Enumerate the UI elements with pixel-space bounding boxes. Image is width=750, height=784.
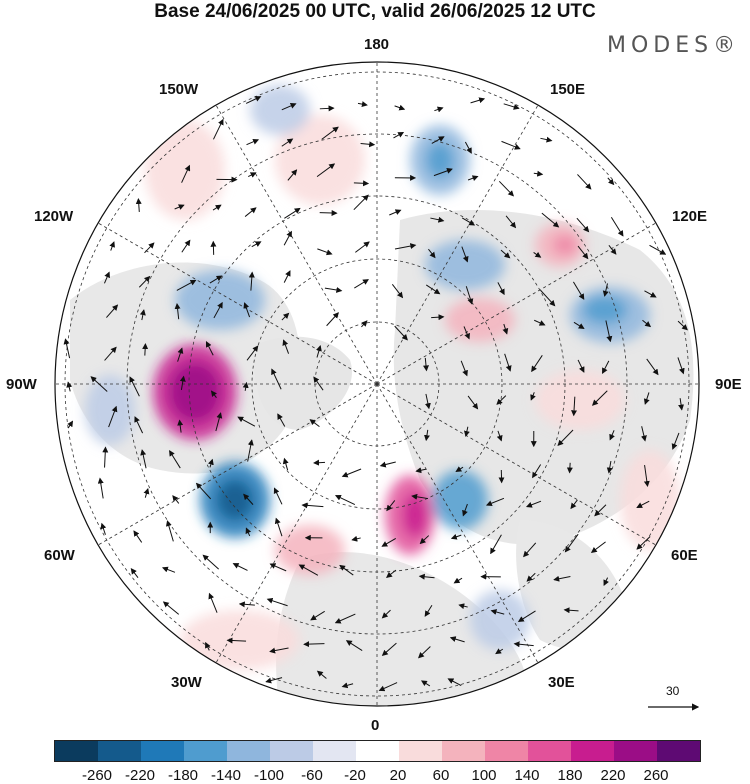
lon-label-120w: 120W bbox=[34, 209, 73, 225]
colorbar-swatch bbox=[657, 741, 700, 761]
wind-vector bbox=[304, 644, 324, 645]
colorbar-swatch bbox=[313, 741, 356, 761]
colorbar-swatch bbox=[55, 741, 98, 761]
wind-vector bbox=[354, 183, 368, 184]
colorbar-swatch bbox=[399, 741, 442, 761]
reference-vector-label: 30 bbox=[666, 684, 679, 698]
wind-vector bbox=[314, 462, 325, 463]
lon-label-60w: 60W bbox=[44, 548, 75, 564]
colorbar-tick-label: -60 bbox=[301, 767, 323, 784]
lon-label-60e: 60E bbox=[671, 548, 698, 564]
colorbar-swatch bbox=[98, 741, 141, 761]
colorbar-tick-label: 20 bbox=[390, 767, 407, 784]
anomaly-patch bbox=[169, 362, 221, 422]
colorbar-swatch bbox=[184, 741, 227, 761]
colorbar-swatch bbox=[571, 741, 614, 761]
anomaly-patch bbox=[250, 85, 310, 135]
lon-label-180: 180 bbox=[364, 37, 389, 53]
anomaly-patch bbox=[583, 296, 627, 324]
colorbar-tick-label: 140 bbox=[514, 767, 539, 784]
colorbar-swatch bbox=[614, 741, 657, 761]
anomaly-patch bbox=[432, 470, 488, 530]
colorbar-swatch bbox=[270, 741, 313, 761]
anomaly-patch bbox=[403, 493, 427, 537]
colorbar-tick-label: 60 bbox=[433, 767, 450, 784]
lon-label-150w: 150W bbox=[159, 82, 198, 98]
colorbar-tick-label: -180 bbox=[168, 767, 198, 784]
colorbar-tick-label: 100 bbox=[471, 767, 496, 784]
colorbar-swatch bbox=[485, 741, 528, 761]
colorbar-tick-label: -220 bbox=[125, 767, 155, 784]
lon-label-30e: 30E bbox=[548, 675, 575, 691]
anomaly-patch bbox=[445, 298, 515, 342]
anomaly-patch bbox=[85, 375, 135, 445]
colorbar-tick-label: -140 bbox=[211, 767, 241, 784]
colorbar-tick-label: -260 bbox=[82, 767, 112, 784]
lon-label-30w: 30W bbox=[171, 675, 202, 691]
anomaly-patch bbox=[426, 142, 454, 178]
anomaly-patch bbox=[145, 120, 225, 220]
anomaly-patch bbox=[553, 235, 577, 255]
anomaly-patch bbox=[217, 480, 253, 520]
colorbar-tick-label: 180 bbox=[557, 767, 582, 784]
colorbar-tick-label: -20 bbox=[344, 767, 366, 784]
lon-label-90e: 90E bbox=[715, 377, 742, 393]
lon-label-120e: 120E bbox=[672, 209, 707, 225]
wind-vector bbox=[145, 344, 146, 356]
colorbar-swatch bbox=[141, 741, 184, 761]
colorbar-swatch bbox=[356, 741, 399, 761]
lon-label-150e: 150E bbox=[550, 82, 585, 98]
anomaly-patch bbox=[535, 370, 625, 430]
colorbar-tick-label: 260 bbox=[643, 767, 668, 784]
colorbar-tick-label: -100 bbox=[254, 767, 284, 784]
lon-label-0: 0 bbox=[371, 718, 379, 734]
wind-vector bbox=[570, 463, 571, 473]
colorbar-swatch bbox=[227, 741, 270, 761]
colorbar-tick-label: 220 bbox=[600, 767, 625, 784]
lon-label-90w: 90W bbox=[6, 377, 37, 393]
anomaly-patch bbox=[425, 240, 505, 290]
colorbar bbox=[54, 740, 701, 762]
colorbar-swatch bbox=[528, 741, 571, 761]
colorbar-swatch bbox=[442, 741, 485, 761]
wind-vector bbox=[320, 213, 337, 214]
